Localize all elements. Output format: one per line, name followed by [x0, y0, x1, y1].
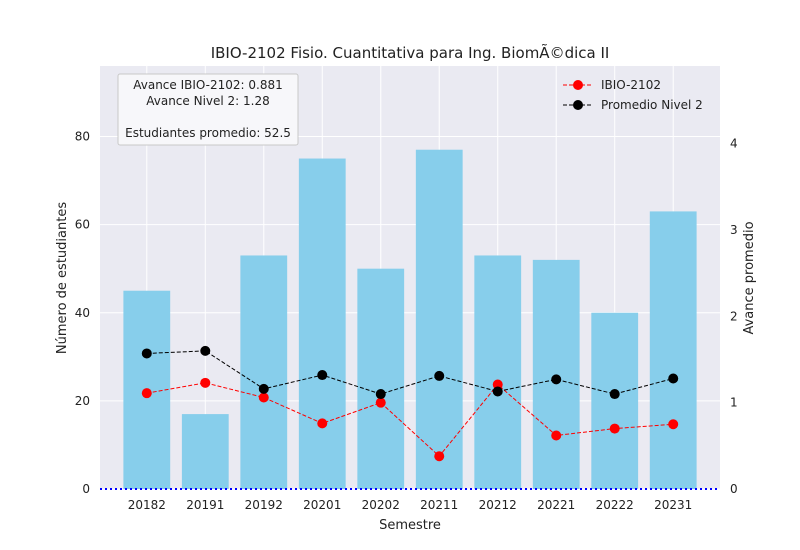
series-line-0: [146, 382, 674, 457]
bar-20191: [181, 414, 229, 489]
y2-axis-label: Avance promedio: [742, 221, 757, 334]
series-1-point-20182: [141, 348, 152, 359]
series-1-point-20222: [609, 389, 620, 400]
y-tick-label: 60: [75, 218, 90, 232]
y-tick-label: 80: [75, 130, 90, 144]
annotation-line-1: Avance IBIO-2102: 0.881: [133, 78, 283, 92]
series-0-point-20201: [317, 418, 328, 429]
x-tick-label: 20192: [245, 498, 283, 512]
series-0-point-20222: [609, 423, 620, 434]
annotation-line-2: Avance Nivel 2: 1.28: [146, 94, 270, 108]
annotation-box-frame: [117, 73, 299, 146]
series-0-point-20231: [668, 419, 679, 430]
y2-tick-label: 0: [730, 482, 738, 496]
bar-20192: [240, 255, 288, 489]
series-1-point-20201: [317, 370, 328, 381]
y2-tick-label: 3: [730, 223, 738, 237]
legend-label-nivel2: Promedio Nivel 2: [601, 98, 703, 112]
series-0-point-20212: [492, 379, 503, 390]
series-0-point-20191: [200, 377, 211, 388]
y-tick-label: 40: [75, 306, 90, 320]
series-1-point-20191: [200, 345, 211, 356]
series-0-point-20211: [434, 451, 445, 462]
x-tick-label: 20231: [654, 498, 692, 512]
y2-tick-label: 4: [730, 137, 738, 151]
x-tick-label: 20221: [537, 498, 575, 512]
annotation-line-4: Estudiantes promedio: 52.5: [125, 126, 291, 140]
bar-20212: [474, 255, 522, 489]
x-tick-label: 20202: [362, 498, 400, 512]
bar-20211: [415, 149, 463, 489]
x-tick-label: 20182: [128, 498, 166, 512]
x-tick-label: 20211: [420, 498, 458, 512]
series-1-point-20202: [375, 389, 386, 400]
y-tick-labels: 0 20 40 60 80: [75, 130, 90, 497]
y-tick-label: 20: [75, 394, 90, 408]
series-1-point-20192: [258, 383, 269, 394]
series-1-point-20211: [434, 370, 445, 381]
chart-title: IBIO-2102 Fisio. Cuantitativa para Ing. …: [211, 43, 610, 62]
bars: [123, 149, 697, 489]
series-line-1: [146, 350, 674, 395]
series-1-point-20231: [668, 373, 679, 384]
legend: IBIO-2102 Promedio Nivel 2: [563, 78, 703, 112]
series-1-point-20212: [492, 386, 503, 397]
y2-tick-label: 1: [730, 396, 738, 410]
x-tick-label: 20191: [186, 498, 224, 512]
bar-20231: [649, 211, 697, 489]
series-0-point-20202: [375, 397, 386, 408]
series-0-point-20182: [141, 388, 152, 399]
legend-label-ibio: IBIO-2102: [601, 78, 661, 92]
x-tick-label: 20201: [303, 498, 341, 512]
bar-20201: [298, 158, 346, 489]
series-0-point-20221: [551, 430, 562, 441]
legend-marker-ibio: [573, 80, 583, 90]
series-1-point-20221: [551, 374, 562, 385]
bar-20222: [591, 312, 639, 489]
x-axis-label: Semestre: [379, 518, 441, 533]
annotation-box: Avance IBIO-2102: 0.881 Avance Nivel 2: …: [117, 73, 299, 146]
y2-tick-label: 2: [730, 309, 738, 323]
x-tick-label: 20222: [596, 498, 634, 512]
y-axis-label: Número de estudiantes: [55, 202, 70, 354]
legend-marker-nivel2: [573, 100, 583, 110]
series-0-point-20192: [258, 392, 269, 403]
y-tick-label: 0: [82, 482, 90, 496]
x-tick-label: 20212: [479, 498, 517, 512]
x-tick-labels: 20182 20191 20192 20201 20202 20211 20212 20221…: [128, 498, 693, 512]
line-series: [141, 345, 679, 462]
y2-tick-labels: 0 1 2 3 4: [730, 137, 738, 496]
bar-20202: [357, 268, 405, 489]
